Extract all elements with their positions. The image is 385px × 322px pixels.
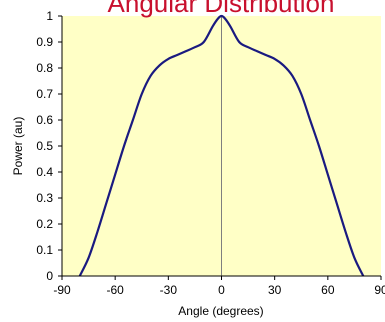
x-tick-label: 90 — [374, 283, 385, 297]
x-tick-label: -90 — [53, 283, 71, 297]
y-tick-label: 0.6 — [36, 113, 53, 127]
x-tick-label: -30 — [160, 283, 178, 297]
y-tick-label: 1 — [46, 9, 53, 23]
y-tick-label: 0.4 — [36, 165, 53, 179]
y-tick-label: 0.9 — [36, 35, 53, 49]
x-tick-label: 30 — [268, 283, 282, 297]
y-tick-label: 0.8 — [36, 61, 53, 75]
y-axis-label: Power (au) — [11, 117, 25, 176]
y-tick-label: 0.2 — [36, 217, 53, 231]
x-tick-label: 0 — [218, 283, 225, 297]
y-tick-label: 0 — [46, 269, 53, 283]
x-tick-label: 60 — [321, 283, 335, 297]
y-tick-label: 0.5 — [36, 139, 53, 153]
y-tick-label: 0.7 — [36, 87, 53, 101]
x-tick-label: -60 — [106, 283, 124, 297]
chart-title: Angular Distribution — [108, 0, 335, 18]
x-axis-label: Angle (degrees) — [178, 304, 263, 318]
y-tick-label: 0.3 — [36, 191, 53, 205]
y-tick-label: 0.1 — [36, 243, 53, 257]
series-line — [78, 14, 365, 277]
